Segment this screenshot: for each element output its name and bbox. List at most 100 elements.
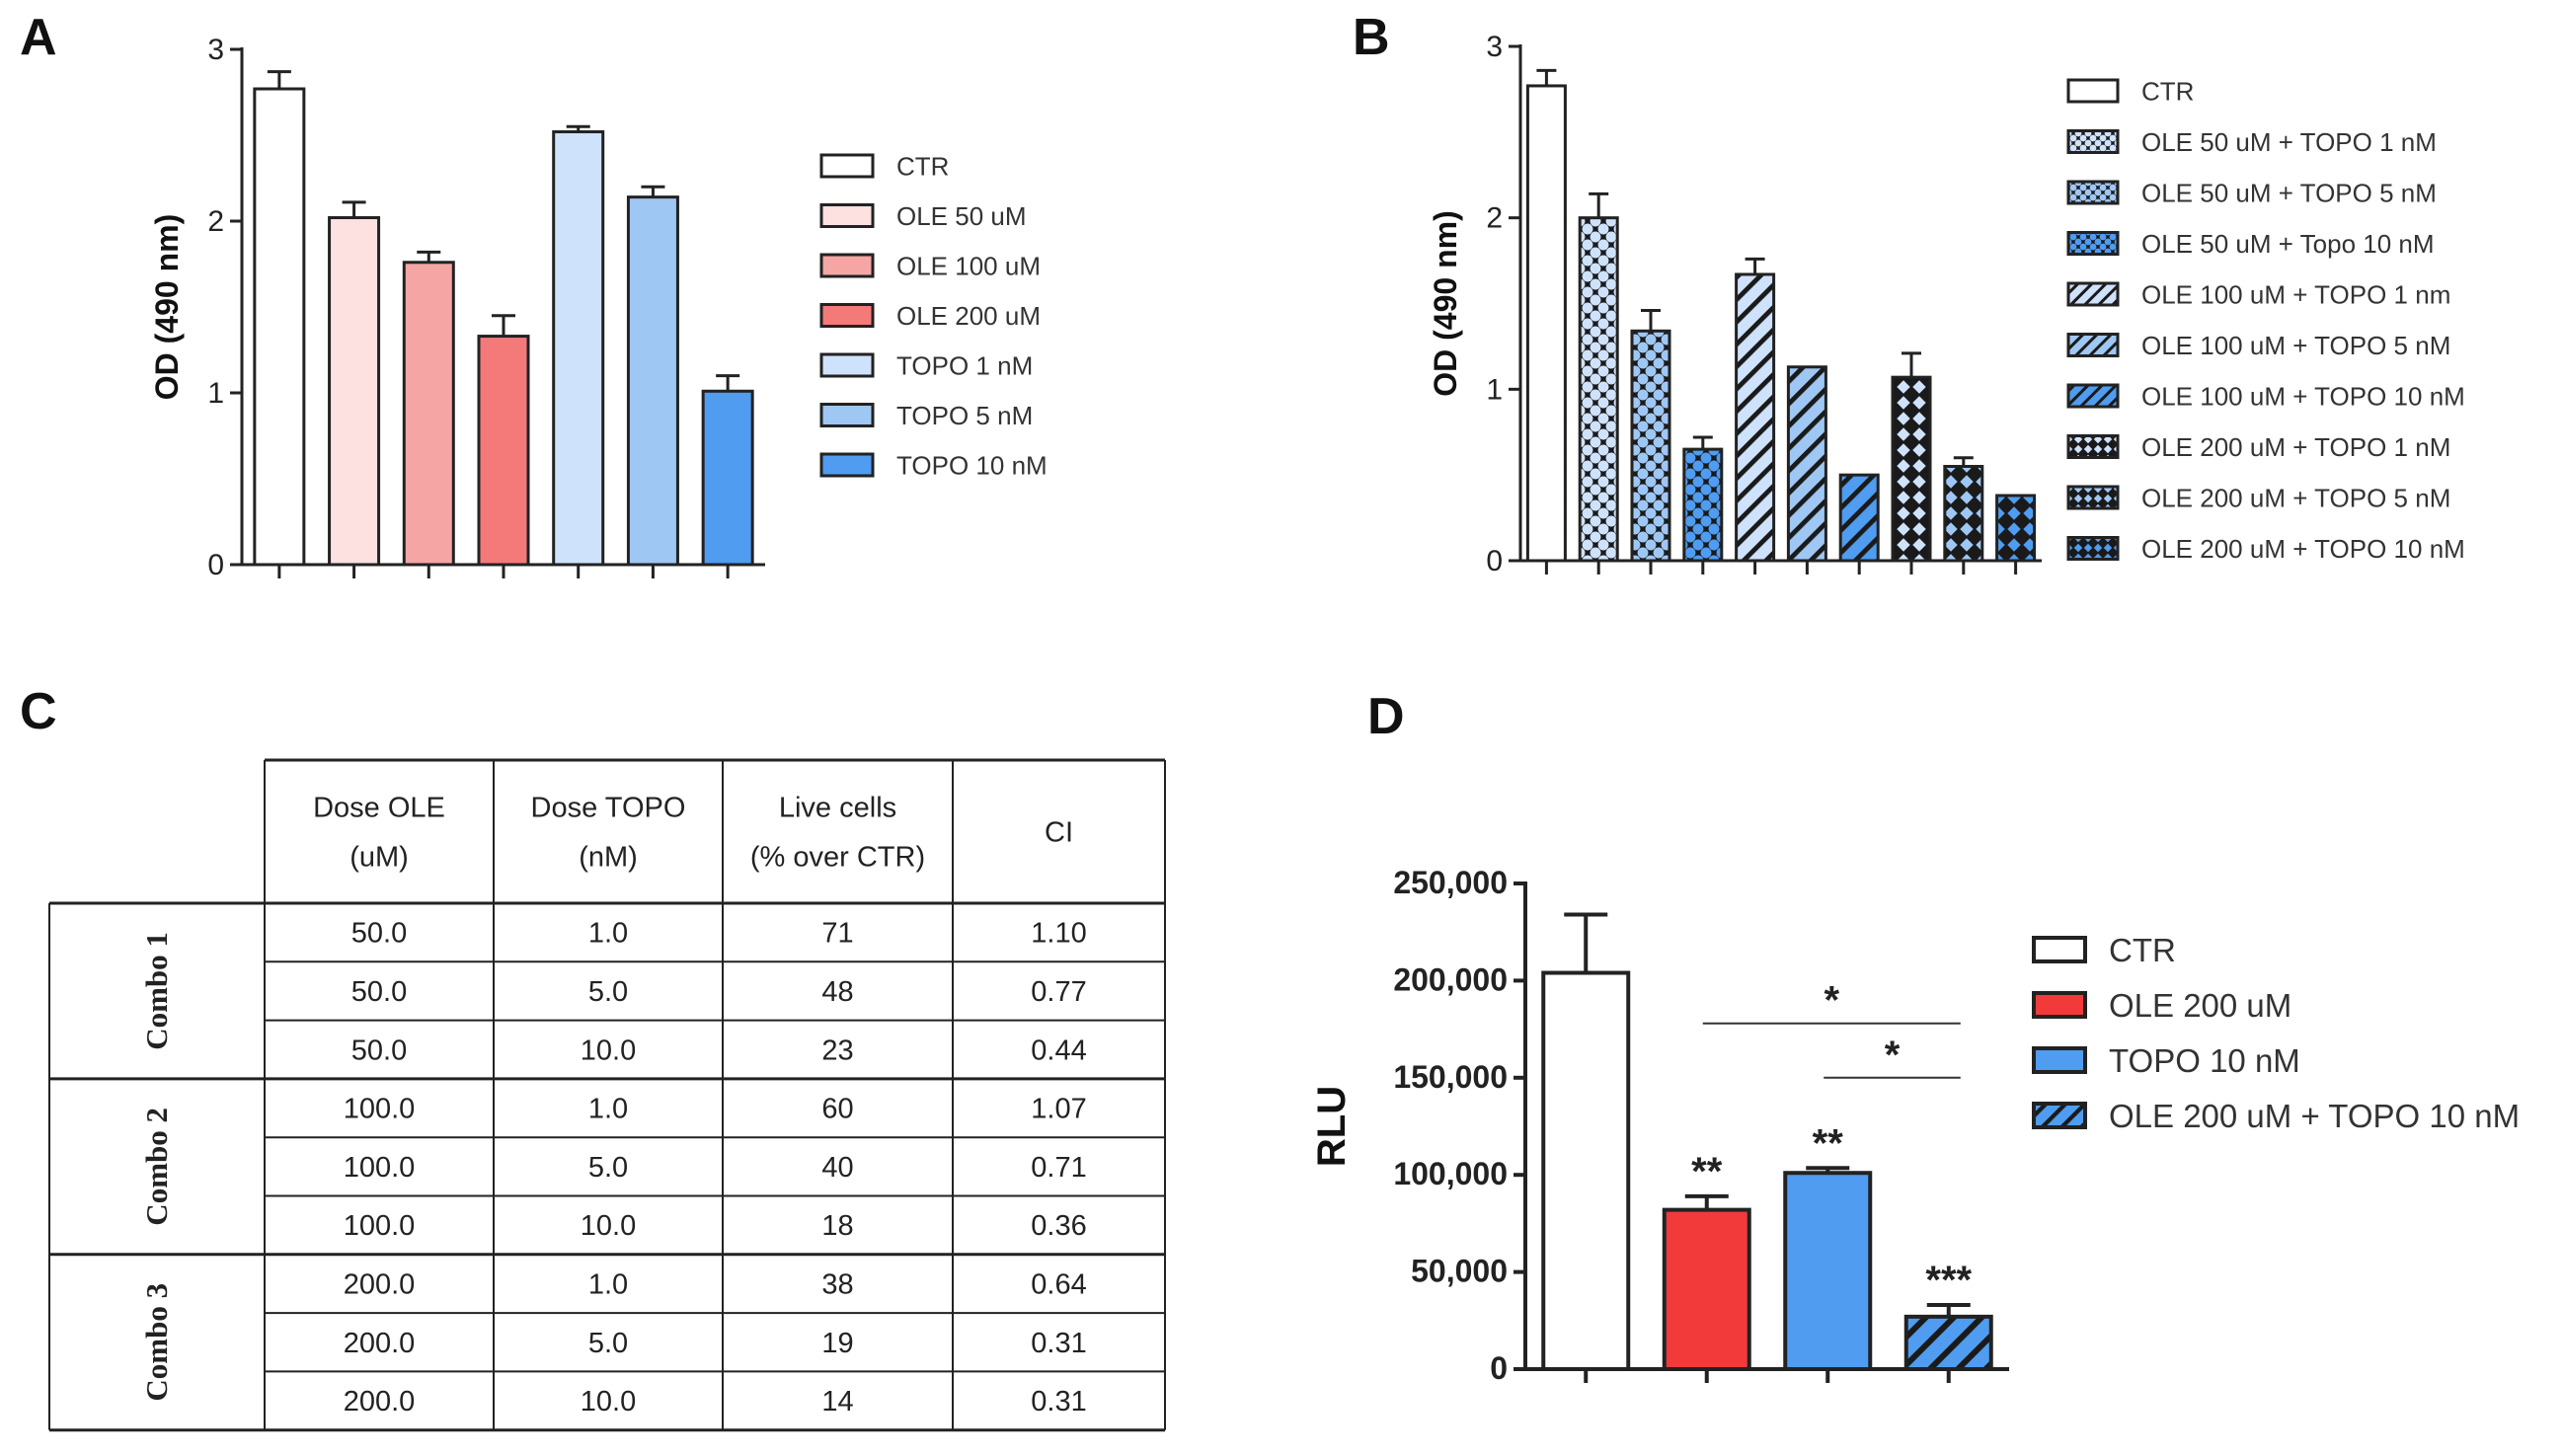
table-cell: 200.0 xyxy=(344,1386,416,1418)
y-axis-label: RLU xyxy=(1310,1086,1354,1167)
legend-swatch xyxy=(2066,434,2120,459)
legend-label: OLE 200 uM + TOPO 5 nM xyxy=(2141,483,2450,512)
table-cell: 10.0 xyxy=(581,1210,636,1242)
table-cell: 19 xyxy=(821,1328,853,1359)
legend-swatch xyxy=(2066,383,2120,409)
table-cell: 40 xyxy=(821,1152,853,1184)
table-cell: 5.0 xyxy=(588,1328,628,1359)
table-cell: 48 xyxy=(821,976,853,1008)
table-header-cell: CI xyxy=(1045,817,1073,849)
legend-swatch xyxy=(2066,231,2120,256)
table-cell: 50.0 xyxy=(351,1035,407,1066)
legend-swatch xyxy=(2066,129,2120,154)
table-cell: 1.0 xyxy=(588,1094,628,1125)
significance-label: *** xyxy=(1925,1259,1972,1302)
table-cell: 10.0 xyxy=(581,1386,636,1418)
table-header-cell: (uM) xyxy=(349,842,409,874)
legend-label: OLE 200 uM + TOPO 10 nM xyxy=(2109,1098,2520,1134)
bar-2 xyxy=(1578,216,1619,563)
legend-swatch xyxy=(2032,936,2087,963)
table-cell: 1.0 xyxy=(588,1268,628,1300)
table-cell: 100.0 xyxy=(344,1152,416,1184)
legend-label: OLE 100 uM + TOPO 1 nm xyxy=(2141,279,2450,309)
legend-swatch xyxy=(2066,333,2120,357)
bar-7 xyxy=(701,389,754,567)
table-cell: 0.36 xyxy=(1031,1210,1086,1242)
legend-swatch xyxy=(819,403,875,427)
table-cell: 5.0 xyxy=(588,976,628,1008)
bar-6 xyxy=(626,195,679,567)
table-cell: 50.0 xyxy=(351,976,407,1008)
legend-label: OLE 200 uM + TOPO 1 nM xyxy=(2141,432,2450,462)
y-tick-label: 100,000 xyxy=(1393,1156,1508,1191)
y-tick-label: 1 xyxy=(207,377,224,410)
y-axis-label: OD (490 nm) xyxy=(149,214,185,400)
table-header-cell: Dose OLE xyxy=(313,793,445,824)
significance-label: ** xyxy=(1691,1150,1723,1193)
legend-label: OLE 200 uM xyxy=(896,301,1041,331)
legend-label: OLE 100 uM + TOPO 5 nM xyxy=(2141,331,2450,360)
table-cell: 0.44 xyxy=(1031,1035,1086,1066)
y-tick-label: 250,000 xyxy=(1393,865,1508,900)
legend-label: OLE 100 uM xyxy=(896,251,1041,280)
y-tick-label: 0 xyxy=(1486,545,1503,577)
legend-swatch xyxy=(2066,180,2120,205)
legend-label: TOPO 10 nM xyxy=(2109,1042,2300,1079)
y-tick-label: 50,000 xyxy=(1411,1254,1508,1289)
legend-swatch xyxy=(819,303,875,328)
table-c: Dose OLE (uM) Dose TOPO (nM) Live cells (% ov… xyxy=(48,758,1166,1432)
bar-5 xyxy=(1735,272,1776,563)
chart-d: 050,000100,000150,000200,000250,000RLU**… xyxy=(1310,865,2520,1386)
legend-label: CTR xyxy=(896,151,949,181)
legend-swatch xyxy=(819,352,875,378)
bar-4 xyxy=(1682,447,1724,563)
table-cell: 0.71 xyxy=(1031,1152,1086,1184)
table-cell: 38 xyxy=(821,1268,853,1300)
bar-10 xyxy=(1995,494,2037,563)
table-group-label: Combo 2 xyxy=(139,1108,174,1226)
bar-4 xyxy=(477,335,530,567)
bar-6 xyxy=(1786,365,1827,563)
bar-5 xyxy=(552,130,605,567)
legend-swatch xyxy=(819,253,875,278)
table-group-label: Combo 3 xyxy=(139,1283,174,1402)
table-cell: 0.31 xyxy=(1031,1328,1086,1359)
table-cell: 23 xyxy=(821,1035,853,1066)
legend-swatch xyxy=(2066,485,2120,510)
panel-label-d: D xyxy=(1367,688,1405,745)
table-header-cell: (nM) xyxy=(579,842,638,874)
legend-swatch xyxy=(2066,536,2120,561)
y-axis-label: OD (490 nm) xyxy=(1428,210,1463,396)
y-tick-label: 1 xyxy=(1486,373,1503,406)
bar-3 xyxy=(1783,1171,1873,1372)
legend-label: OLE 50 uM + TOPO 5 nM xyxy=(2141,178,2437,207)
y-tick-label: 0 xyxy=(1490,1350,1508,1386)
bar-3 xyxy=(1630,329,1671,563)
legend-swatch xyxy=(2032,1046,2087,1074)
legend-label: CTR xyxy=(2109,932,2176,968)
legend-swatch xyxy=(2066,78,2120,104)
table-cell: 18 xyxy=(821,1210,853,1242)
bracket-label: * xyxy=(1885,1034,1901,1077)
y-tick-label: 2 xyxy=(207,205,224,238)
y-tick-label: 2 xyxy=(1486,202,1503,235)
table-header-cell: Live cells xyxy=(779,793,896,824)
panel-label-a: A xyxy=(20,9,57,66)
legend-label: OLE 100 uM + TOPO 10 nM xyxy=(2141,381,2465,411)
table-cell: 200.0 xyxy=(344,1268,416,1300)
y-tick-label: 3 xyxy=(1486,31,1503,63)
bar-1 xyxy=(1541,970,1631,1371)
y-tick-label: 3 xyxy=(207,34,224,66)
bar-7 xyxy=(1838,473,1880,563)
table-group-label: Combo 1 xyxy=(139,932,174,1050)
table-cell: 10.0 xyxy=(581,1035,636,1066)
bar-3 xyxy=(402,261,455,567)
legend-swatch xyxy=(819,452,875,478)
table-cell: 50.0 xyxy=(351,918,407,950)
legend-swatch xyxy=(2032,991,2087,1019)
table-cell: 100.0 xyxy=(344,1210,416,1242)
table-cell: 60 xyxy=(821,1094,853,1125)
chart-a: 0 1 2 3 OD (490 nm) CTR OLE 50 uM OLE 100 uM OLE… xyxy=(149,34,1048,581)
legend-swatch xyxy=(819,153,875,179)
bar-1 xyxy=(1525,84,1567,563)
